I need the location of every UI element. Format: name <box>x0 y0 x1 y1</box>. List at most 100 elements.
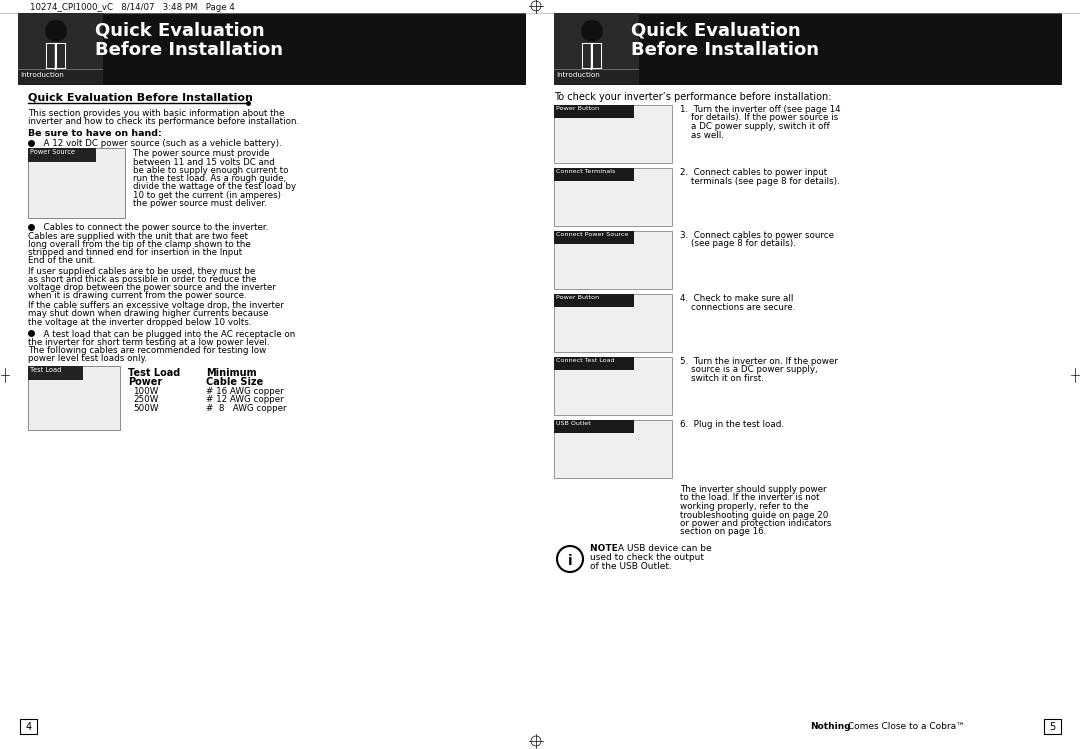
Bar <box>554 420 672 478</box>
Text: A test load that can be plugged into the AC receptacle on: A test load that can be plugged into the… <box>38 330 295 339</box>
Text: Be sure to have on hand:: Be sure to have on hand: <box>28 130 162 139</box>
Text: Test Load: Test Load <box>30 367 62 373</box>
Text: working properly, refer to the: working properly, refer to the <box>680 502 809 511</box>
Text: The inverter should supply power: The inverter should supply power <box>680 485 826 494</box>
Text: 4.  Check to make sure all: 4. Check to make sure all <box>680 294 794 303</box>
Text: Cables are supplied with the unit that are two feet: Cables are supplied with the unit that a… <box>28 231 248 240</box>
Bar <box>18 13 103 69</box>
Text: Before Installation: Before Installation <box>95 41 283 59</box>
Bar <box>554 105 634 118</box>
Bar <box>583 44 591 68</box>
Bar <box>554 294 634 307</box>
Circle shape <box>557 546 583 572</box>
Text: Introduction: Introduction <box>556 72 599 78</box>
Text: Connect Test Load: Connect Test Load <box>556 358 615 363</box>
Bar <box>554 357 672 415</box>
Text: Power Button: Power Button <box>556 106 599 111</box>
Text: when it is drawing current from the power source.: when it is drawing current from the powe… <box>28 291 246 300</box>
Text: be able to supply enough current to: be able to supply enough current to <box>133 166 288 175</box>
Bar <box>554 13 639 69</box>
Text: # 16 AWG copper: # 16 AWG copper <box>206 386 284 395</box>
Bar <box>554 13 639 85</box>
Bar <box>554 105 672 163</box>
Text: for details). If the power source is: for details). If the power source is <box>680 114 838 123</box>
Text: Cables to connect the power source to the inverter.: Cables to connect the power source to th… <box>38 223 268 232</box>
Text: # 12 AWG copper: # 12 AWG copper <box>206 395 284 404</box>
Text: switch it on first.: switch it on first. <box>680 374 764 383</box>
Text: between 11 and 15 volts DC and: between 11 and 15 volts DC and <box>133 158 274 167</box>
Bar <box>46 43 66 69</box>
Text: 10 to get the current (in amperes): 10 to get the current (in amperes) <box>133 190 281 199</box>
Text: Quick Evaluation: Quick Evaluation <box>631 21 800 39</box>
Text: This section provides you with basic information about the: This section provides you with basic inf… <box>28 109 284 118</box>
Text: inverter and how to check its performance before installation.: inverter and how to check its performanc… <box>28 118 299 127</box>
Text: Introduction: Introduction <box>21 72 64 78</box>
Bar <box>554 231 672 289</box>
Text: stripped and tinned end for insertion in the Input: stripped and tinned end for insertion in… <box>28 248 242 257</box>
Text: source is a DC power supply,: source is a DC power supply, <box>680 366 818 374</box>
Text: 1.  Turn the inverter off (see page 14: 1. Turn the inverter off (see page 14 <box>680 105 840 114</box>
Text: may shut down when drawing higher currents because: may shut down when drawing higher curren… <box>28 309 269 318</box>
Text: a DC power supply, switch it off: a DC power supply, switch it off <box>680 122 829 131</box>
Text: 4: 4 <box>26 722 31 732</box>
Text: Power: Power <box>129 377 162 386</box>
Text: Quick Evaluation: Quick Evaluation <box>95 21 265 39</box>
Text: i: i <box>568 554 572 568</box>
Text: Quick Evaluation Before Installation: Quick Evaluation Before Installation <box>28 92 253 102</box>
Text: Power Source: Power Source <box>30 148 75 154</box>
Bar <box>21 719 37 734</box>
Text: To check your inverter’s performance before installation:: To check your inverter’s performance bef… <box>554 92 832 102</box>
Text: USB Outlet: USB Outlet <box>556 421 591 426</box>
Text: The following cables are recommended for testing low: The following cables are recommended for… <box>28 346 267 355</box>
Text: (see page 8 for details).: (see page 8 for details). <box>680 240 796 249</box>
Bar <box>554 357 634 370</box>
Text: to the load. If the inverter is not: to the load. If the inverter is not <box>680 494 820 503</box>
Bar <box>28 366 83 380</box>
Text: section on page 16.: section on page 16. <box>680 527 766 536</box>
Text: Nothing: Nothing <box>810 722 851 731</box>
Text: terminals (see page 8 for details).: terminals (see page 8 for details). <box>680 177 840 186</box>
Bar <box>554 231 634 244</box>
Text: long overall from the tip of the clamp shown to the: long overall from the tip of the clamp s… <box>28 240 251 249</box>
Bar <box>582 43 602 69</box>
Bar <box>18 70 103 85</box>
Text: End of the unit.: End of the unit. <box>28 256 95 265</box>
Bar <box>554 13 1062 85</box>
Text: If the cable suffers an excessive voltage drop, the inverter: If the cable suffers an excessive voltag… <box>28 301 284 310</box>
Bar <box>593 44 600 68</box>
Bar <box>554 294 672 352</box>
Text: 5: 5 <box>1050 722 1055 732</box>
Text: Power Button: Power Button <box>556 295 599 300</box>
Text: power level test loads only.: power level test loads only. <box>28 354 147 363</box>
Text: the voltage at the inverter dropped below 10 volts.: the voltage at the inverter dropped belo… <box>28 318 252 327</box>
Text: 10274_CPI1000_vC   8/14/07   3:48 PM   Page 4: 10274_CPI1000_vC 8/14/07 3:48 PM Page 4 <box>30 3 234 12</box>
Bar <box>28 366 120 430</box>
Bar <box>18 13 526 85</box>
Text: Connect Terminals: Connect Terminals <box>556 169 616 174</box>
Text: or power and protection indicators: or power and protection indicators <box>680 519 832 528</box>
Text: connections are secure.: connections are secure. <box>680 303 795 312</box>
Bar <box>554 70 639 85</box>
Text: The power source must provide: The power source must provide <box>133 150 270 159</box>
Text: 3.  Connect cables to power source: 3. Connect cables to power source <box>680 231 834 240</box>
Text: troubleshooting guide on page 20: troubleshooting guide on page 20 <box>680 511 828 520</box>
Circle shape <box>581 20 603 42</box>
Bar <box>1044 719 1061 734</box>
Text: If user supplied cables are to be used, they must be: If user supplied cables are to be used, … <box>28 267 255 276</box>
Text: Comes Close to a Cobra™: Comes Close to a Cobra™ <box>845 722 966 731</box>
Text: run the test load. As a rough guide,: run the test load. As a rough guide, <box>133 174 286 183</box>
Bar <box>18 13 103 85</box>
Text: NOTE: NOTE <box>590 544 621 553</box>
Text: #  8   AWG copper: # 8 AWG copper <box>206 404 286 413</box>
Text: used to check the output: used to check the output <box>590 553 704 562</box>
Bar <box>57 44 65 68</box>
Text: voltage drop between the power source and the inverter: voltage drop between the power source an… <box>28 283 275 292</box>
Text: of the USB Outlet.: of the USB Outlet. <box>590 562 672 571</box>
Bar <box>554 168 634 181</box>
Text: the inverter for short term testing at a low power level.: the inverter for short term testing at a… <box>28 338 270 347</box>
Text: Minimum: Minimum <box>206 368 257 377</box>
Text: A USB device can be: A USB device can be <box>618 544 712 553</box>
Text: as short and thick as possible in order to reduce the: as short and thick as possible in order … <box>28 275 256 284</box>
Text: Before Installation: Before Installation <box>631 41 819 59</box>
Text: 5.  Turn the inverter on. If the power: 5. Turn the inverter on. If the power <box>680 357 838 366</box>
